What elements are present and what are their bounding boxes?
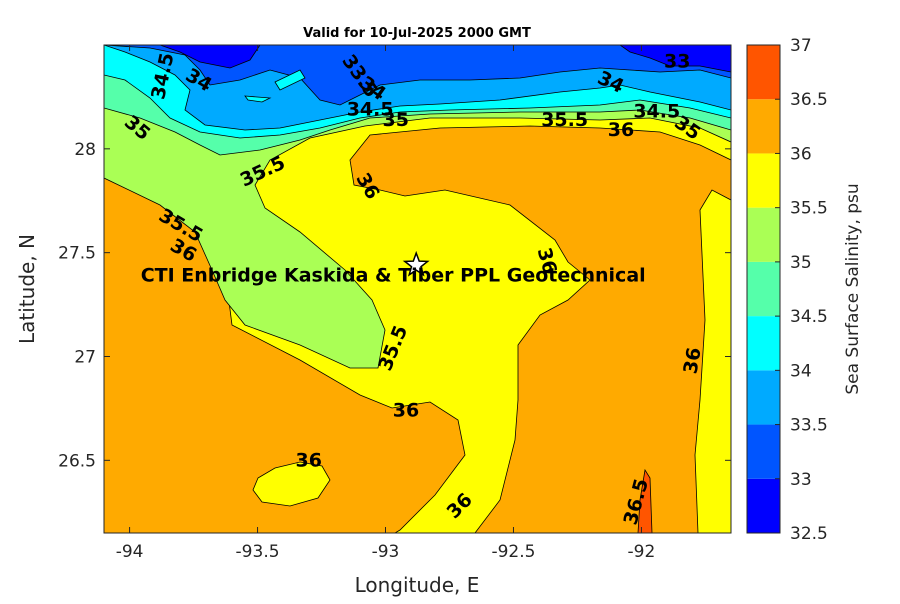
colorbar: 32.5 33 33.5 34 34.5 35 35.5 36 36.5 37 [746, 36, 828, 544]
chart-title: Valid for 10-Jul-2025 2000 GMT [303, 26, 531, 41]
colorbar-tick-label: 32.5 [790, 524, 828, 544]
spike-36.5-37 [637, 468, 653, 533]
colorbar-swatch [747, 45, 780, 100]
plot-frame [103, 44, 732, 534]
band-32.5-33-nw [159, 45, 261, 69]
y-tick-label: 26.5 [58, 451, 96, 471]
colorbar-swatch [747, 316, 780, 371]
y-tick-label: 28 [74, 140, 96, 160]
colorbar-tick-label: 35 [790, 253, 812, 273]
x-axis: -94 -93.5 -93 -92.5 -92 [116, 45, 656, 562]
blob-36-sw [252, 461, 331, 507]
colorbar-swatch [747, 99, 780, 154]
site-star-marker [402, 250, 430, 277]
contour-label: 36 [393, 399, 419, 421]
x-tick-label: -93.5 [236, 542, 280, 562]
colorbar-swatch [747, 207, 780, 262]
colorbar-tick-label: 37 [790, 36, 812, 56]
contour-label: 36 [608, 119, 634, 141]
colorbar-swatch [747, 478, 780, 533]
band-33-33.5 [104, 45, 731, 106]
contour-label: 33 [664, 51, 690, 73]
x-axis-label: Longitude, E [355, 573, 480, 597]
x-tick-label: -92 [628, 542, 656, 562]
colorbar-tick-label: 34.5 [790, 307, 828, 327]
colorbar-swatch [747, 153, 780, 208]
colorbar-swatch [747, 370, 780, 425]
colorbar-frame [746, 44, 781, 534]
colorbar-label: Sea Surface Salinity, psu [843, 183, 863, 394]
island-cyan [274, 69, 306, 91]
band-32.5-33 [619, 45, 731, 73]
contour-field [104, 45, 731, 533]
y-axis: 26.5 27 27.5 28 [58, 140, 731, 471]
site-annotation-label: CTI Enbridge Kaskida & Tiber PPL Geotech… [141, 265, 646, 287]
colorbar-tick-label: 36.5 [790, 90, 828, 110]
y-tick-label: 27.5 [58, 244, 96, 264]
y-tick-label: 27 [74, 347, 96, 367]
contour-label: 35 [383, 109, 409, 131]
contour-label: 34.5 [633, 100, 680, 122]
colorbar-swatch [747, 261, 780, 317]
colorbar-tick-label: 34 [790, 361, 812, 381]
colorbar-tick-label: 36 [790, 144, 812, 164]
x-tick-label: -94 [116, 542, 144, 562]
colorbar-tick-label: 33 [790, 470, 812, 490]
contour-label: 35.5 [541, 109, 588, 131]
x-tick-label: -93 [372, 542, 400, 562]
island-cyan-2 [244, 95, 272, 103]
contour-label: 36 [679, 346, 705, 376]
colorbar-tick-label: 33.5 [790, 416, 828, 436]
contour-label: 34.5 [347, 98, 394, 120]
annotations: CTI Enbridge Kaskida & Tiber PPL Geotech… [141, 250, 646, 287]
colorbar-swatch [747, 424, 780, 479]
contour-label: 36 [296, 449, 322, 471]
y-axis-label: Latitude, N [15, 234, 39, 344]
colorbar-tick-label: 35.5 [790, 199, 828, 219]
x-tick-label: -92.5 [491, 542, 535, 562]
